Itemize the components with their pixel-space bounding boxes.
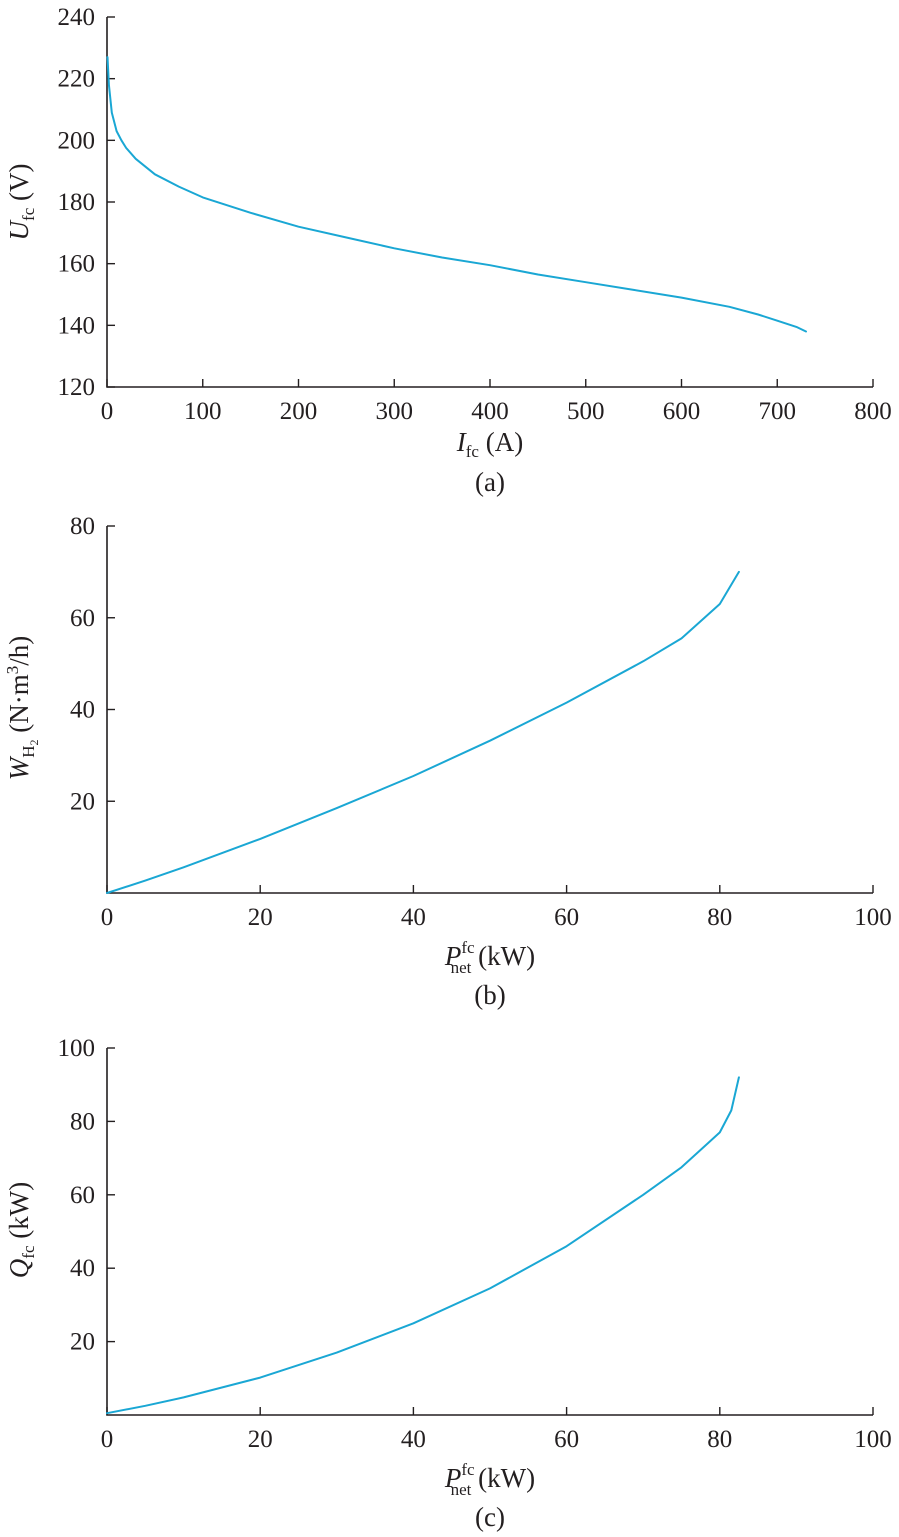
series-line (106, 570, 740, 894)
panel-label: (c) (475, 1502, 505, 1532)
y-tick-label: 140 (58, 312, 96, 339)
x-tick-label: 40 (401, 904, 426, 931)
x-tick-label: 0 (101, 398, 114, 425)
y-tick-label: 40 (70, 1255, 95, 1282)
x-tick-label: 40 (401, 1426, 426, 1453)
x-tick-label: 300 (376, 398, 414, 425)
y-axis-label: WH2 (N·m3/h) (3, 636, 41, 781)
y-tick-label: 40 (70, 697, 95, 724)
x-tick-label: 20 (248, 904, 273, 931)
y-axis-label: Qfc (kW) (4, 1182, 38, 1278)
y-tick-label: 80 (70, 1108, 95, 1135)
x-tick-label: 20 (248, 1426, 273, 1453)
x-tick-label: 0 (101, 904, 114, 931)
y-tick-label: 120 (58, 374, 96, 401)
panel-label: (b) (474, 980, 505, 1010)
x-tick-label: 800 (854, 398, 892, 425)
x-axis-label: Pfc net (kW) (444, 938, 535, 977)
y-tick-label: 80 (70, 513, 95, 540)
x-tick-label: 600 (663, 398, 701, 425)
x-tick-label: 80 (707, 904, 732, 931)
x-axis-label: Pfc net (kW) (444, 1460, 535, 1499)
x-tick-label: 500 (567, 398, 605, 425)
chart-panel-b: 0 20 40 60 80 100 20 40 60 80 WH2 (N·m3/h) Pfc net… (3, 513, 892, 1010)
y-tick-label: 20 (70, 788, 95, 815)
chart-panel-a: 0 100 200 300 400 500 600 700 800 120 140 160 180 200… (4, 4, 892, 497)
panel-label: (a) (475, 467, 505, 497)
x-tick-label: 100 (184, 398, 222, 425)
axes-frame (106, 17, 873, 388)
axes-frame (106, 1048, 873, 1416)
axes-frame (106, 526, 873, 894)
x-axis-label: Ifc (A) (456, 427, 523, 461)
y-tick-label: 240 (58, 4, 96, 31)
x-tick-label: 80 (707, 1426, 732, 1453)
ticks: 0 20 40 60 80 100 20 40 60 80 100 (58, 1035, 892, 1453)
y-tick-label: 20 (70, 1329, 95, 1356)
y-tick-label: 200 (58, 127, 96, 154)
x-tick-label: 700 (759, 398, 797, 425)
y-tick-label: 60 (70, 1182, 95, 1209)
y-tick-label: 100 (58, 1035, 96, 1062)
ticks: 0 100 200 300 400 500 600 700 800 120 140 160 180 200… (58, 4, 892, 425)
y-tick-label: 160 (58, 251, 96, 278)
y-axis-label: Ufc (V) (4, 164, 38, 241)
x-tick-label: 60 (554, 904, 579, 931)
series-line (106, 1076, 740, 1415)
ticks: 0 20 40 60 80 100 20 40 60 80 (70, 513, 892, 931)
y-tick-label: 60 (70, 605, 95, 632)
y-tick-label: 180 (58, 189, 96, 216)
x-tick-label: 100 (854, 904, 892, 931)
x-tick-label: 200 (280, 398, 318, 425)
x-tick-label: 100 (854, 1426, 892, 1453)
x-tick-label: 0 (101, 1426, 114, 1453)
y-tick-label: 220 (58, 66, 96, 93)
chart-panel-c: 0 20 40 60 80 100 20 40 60 80 100 Qfc (kW) Pfc net … (4, 1035, 892, 1532)
x-tick-label: 60 (554, 1426, 579, 1453)
x-tick-label: 400 (471, 398, 509, 425)
series-line (106, 56, 807, 333)
